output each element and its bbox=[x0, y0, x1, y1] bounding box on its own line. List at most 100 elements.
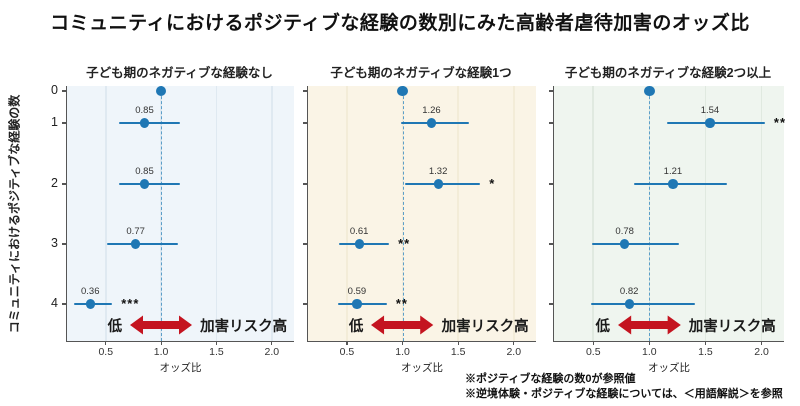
ci-line bbox=[633, 182, 727, 186]
y-tick-label: 3 bbox=[51, 236, 58, 250]
x-tick-mark bbox=[215, 341, 218, 345]
x-tick-mark bbox=[160, 341, 162, 345]
or-dot bbox=[433, 179, 443, 189]
ci-line bbox=[339, 242, 390, 246]
risk-arrow-icon bbox=[617, 315, 681, 335]
gridline bbox=[346, 86, 348, 341]
x-tick-label: 1.5 bbox=[209, 346, 224, 358]
y-tick-label: 1 bbox=[51, 115, 58, 129]
or-dot bbox=[426, 118, 437, 128]
y-tick-mark bbox=[303, 122, 307, 124]
y-tick-mark bbox=[549, 122, 553, 124]
ci-line bbox=[119, 182, 180, 186]
risk-low-label: 低 bbox=[348, 319, 364, 335]
x-axis-label: オッズ比 bbox=[648, 362, 690, 374]
risk-arrow-icon bbox=[371, 315, 434, 335]
y-tick-mark bbox=[62, 90, 66, 92]
reference-line bbox=[402, 86, 404, 341]
x-axis-label: オッズ比 bbox=[159, 362, 202, 374]
ci-line bbox=[106, 242, 178, 246]
x-tick-label: 1.0 bbox=[395, 346, 410, 358]
plot-area: 0.85 0.85 0.77 0.36 *** 低 加害リスク高 0.5 1.0 1.5 2.0 オッ… bbox=[62, 85, 294, 374]
or-value-label: 0.77 bbox=[126, 226, 145, 237]
or-dot bbox=[620, 239, 630, 249]
y-tick-label: 2 bbox=[51, 176, 58, 190]
gridline bbox=[271, 86, 273, 341]
or-dot bbox=[624, 299, 634, 309]
or-dot bbox=[668, 179, 678, 189]
gridline bbox=[704, 86, 707, 341]
y-tick-mark bbox=[62, 303, 66, 305]
significance-marker: * bbox=[489, 176, 496, 191]
x-tick-mark bbox=[760, 341, 763, 345]
or-value-label: 0.85 bbox=[135, 166, 154, 177]
or-value-label: 1.21 bbox=[663, 166, 683, 177]
footnotes: ※ポジティブな経験の数0が参照値 ※逆境体験・ポジティブな経験については、＜用語… bbox=[465, 372, 783, 401]
x-tick-mark bbox=[704, 341, 707, 345]
x-tick-label: 1.0 bbox=[153, 346, 169, 358]
x-tick-mark bbox=[346, 341, 348, 345]
x-tick-label: 1.5 bbox=[450, 346, 466, 358]
y-tick-mark bbox=[303, 183, 307, 185]
reference-dot bbox=[644, 85, 655, 97]
y-tick-mark bbox=[62, 243, 66, 245]
gridline bbox=[457, 86, 459, 341]
x-tick-label: 1.0 bbox=[642, 346, 657, 358]
or-dot bbox=[354, 239, 364, 249]
significance-marker: ** bbox=[773, 115, 787, 130]
plot-area: 1.54 ** 1.21 0.78 0.82 低 加害リスク高 0.5 1.0 1.5 2.0 オッズ… bbox=[549, 85, 787, 374]
significance-marker: *** bbox=[121, 296, 140, 311]
y-tick-mark bbox=[303, 303, 307, 305]
or-dot bbox=[352, 299, 362, 309]
x-tick-mark bbox=[592, 341, 594, 345]
or-dot bbox=[705, 118, 715, 128]
or-dot bbox=[139, 179, 150, 189]
y-tick-mark bbox=[549, 90, 553, 92]
risk-high-label: 加害リスク高 bbox=[688, 319, 776, 335]
y-tick-mark bbox=[549, 303, 553, 305]
x-tick-label: 0.5 bbox=[585, 346, 601, 358]
x-tick-mark bbox=[105, 341, 107, 345]
ci-line bbox=[667, 121, 765, 125]
significance-marker: ** bbox=[398, 236, 411, 251]
x-tick-mark bbox=[648, 341, 650, 345]
ci-line bbox=[592, 242, 679, 246]
gridline bbox=[215, 86, 218, 341]
panel-title: 子ども期のネガティブな経験なし bbox=[86, 66, 273, 80]
or-value-label: 1.54 bbox=[700, 105, 720, 116]
footnote-glossary: ※逆境体験・ポジティブな経験については、＜用語解説＞を参照 bbox=[465, 387, 783, 400]
ci-line bbox=[338, 302, 387, 306]
risk-high-label: 加害リスク高 bbox=[441, 319, 529, 335]
or-value-label: 0.59 bbox=[347, 286, 367, 297]
y-tick-mark bbox=[549, 183, 553, 185]
chart-title: コミュニティにおけるポジティブな経験の数別にみた高齢者虐待加害のオッズ比 bbox=[50, 13, 750, 34]
footnote-reference: ※ポジティブな経験の数0が参照値 bbox=[465, 373, 636, 385]
x-tick-label: 0.5 bbox=[98, 346, 114, 358]
or-dot bbox=[139, 118, 150, 128]
gridline bbox=[592, 86, 595, 341]
or-value-label: 0.85 bbox=[135, 105, 154, 116]
x-axis-label: オッズ比 bbox=[401, 362, 443, 374]
y-tick-mark bbox=[303, 90, 307, 92]
plot-area: 1.26 1.32 * 0.61 ** 0.59 ** 低 加害リスク高 0.5 1.0 1.5 2.0… bbox=[303, 85, 536, 374]
x-tick-label: 2.0 bbox=[754, 346, 769, 358]
ci-line bbox=[591, 302, 696, 306]
gridline bbox=[760, 86, 763, 341]
y-axis-label: コミュニティにおけるポジティブな経験の数 bbox=[7, 94, 22, 334]
y-tick-mark bbox=[62, 183, 66, 185]
or-dot bbox=[131, 239, 141, 249]
x-tick-mark bbox=[401, 341, 404, 345]
x-tick-mark bbox=[271, 341, 273, 345]
or-value-label: 0.61 bbox=[349, 226, 369, 237]
or-dot bbox=[85, 299, 95, 309]
or-value-label: 0.78 bbox=[615, 226, 634, 237]
significance-marker: ** bbox=[395, 296, 408, 311]
reference-line bbox=[161, 86, 163, 341]
gridline bbox=[512, 86, 515, 341]
x-tick-label: 1.5 bbox=[698, 346, 713, 358]
y-tick-mark bbox=[62, 122, 66, 124]
risk-arrow-icon bbox=[130, 315, 193, 335]
risk-low-label: 低 bbox=[595, 319, 610, 335]
or-value-label: 0.36 bbox=[81, 286, 100, 297]
